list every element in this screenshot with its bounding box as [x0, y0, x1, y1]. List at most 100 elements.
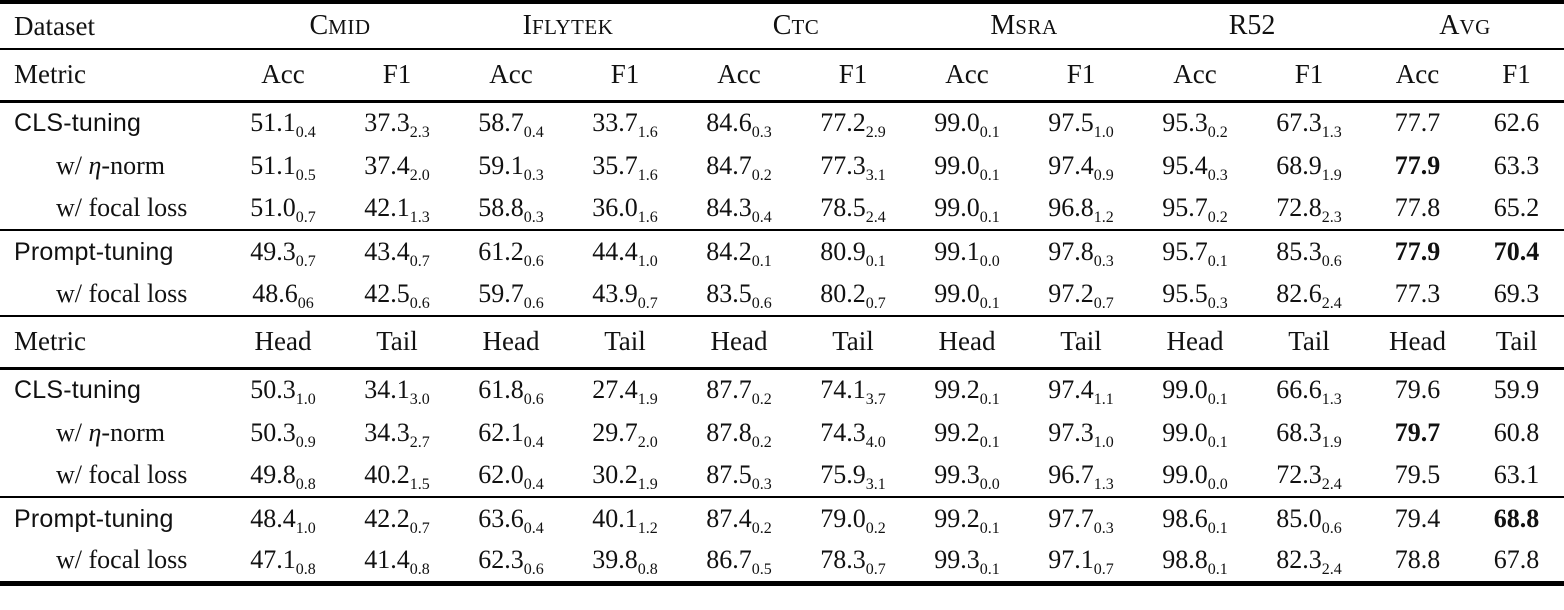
- metric-value: 34.1: [364, 375, 410, 405]
- metric-header-row-1: Metric Head Tail Head Tail Head Tail Head Tail He…: [0, 316, 1564, 368]
- std-dev-subscript: 1.0: [1093, 433, 1114, 451]
- std-dev-subscript: 0.2: [751, 520, 772, 537]
- data-cell: 79.7: [1366, 411, 1469, 454]
- table-row: w/ focal loss 51.00.7 42.11.3 58.80.3 36.01.…: [0, 187, 1564, 230]
- data-cell: 49.80.8: [226, 454, 340, 497]
- dataset-name-4: R52: [1228, 10, 1276, 41]
- std-dev-subscript: 0.2: [751, 433, 772, 451]
- data-cell: 29.72.0: [568, 411, 682, 454]
- metric-value: 95.5: [1162, 279, 1208, 308]
- metric-value: 99.0: [934, 193, 980, 222]
- metric-value: 97.8: [1048, 237, 1094, 266]
- data-cell: 67.8: [1469, 540, 1564, 583]
- metric-col-header: F1: [382, 59, 412, 90]
- metric-value: 42.1: [364, 193, 410, 222]
- data-cell: 59.9: [1469, 368, 1564, 411]
- data-cell: 74.34.0: [796, 411, 910, 454]
- std-dev-subscript: 0.1: [1207, 433, 1228, 451]
- data-cell: 63.60.4: [454, 497, 568, 540]
- data-cell: 95.50.3: [1138, 273, 1252, 316]
- table-row: CLS-tuning 50.31.0 34.13.0 61.80.6 27.41.9 87…: [0, 368, 1564, 411]
- eta-symbol: η: [88, 150, 102, 180]
- std-dev-subscript: 0.7: [1093, 561, 1114, 579]
- std-dev-subscript: 0.2: [1207, 209, 1228, 226]
- metric-value: 68.3: [1276, 417, 1322, 447]
- data-cell: 99.00.1: [1138, 411, 1252, 454]
- metric-value: 75.9: [820, 460, 866, 489]
- table-row: w/ η-norm 51.10.5 37.42.0 59.10.3 35.71.6 84.…: [0, 144, 1564, 187]
- data-cell: 97.80.3: [1024, 230, 1138, 273]
- std-dev-subscript: 0.1: [1207, 561, 1228, 579]
- std-dev-subscript: 0.1: [1207, 253, 1228, 270]
- metric-col-header: Head: [938, 326, 996, 357]
- data-cell: 77.7: [1366, 101, 1469, 144]
- std-dev-subscript: 0.6: [1321, 253, 1342, 270]
- std-dev-subscript: 0.1: [751, 253, 772, 270]
- metric-value: 79.6: [1394, 375, 1441, 405]
- table-row: w/ focal loss 47.10.8 41.40.8 62.30.6 39.80.…: [0, 540, 1564, 583]
- metric-col-header: Head: [1389, 326, 1447, 357]
- std-dev-subscript: 1.5: [409, 476, 430, 493]
- metric-value: 77.2: [820, 108, 866, 138]
- metric-value: 83.5: [706, 279, 752, 308]
- metric-value: 58.8: [478, 193, 524, 222]
- table-row: Prompt-tuning 49.30.7 43.40.7 61.20.6 44.41.…: [0, 230, 1564, 273]
- data-cell: 50.30.9: [226, 411, 340, 454]
- metric-value: 99.0: [934, 279, 980, 308]
- row-label: CLS-tuning: [14, 375, 142, 404]
- std-dev-subscript: 2.0: [637, 433, 658, 451]
- metric-value: 44.4: [592, 237, 638, 266]
- std-dev-subscript: 0.4: [523, 433, 544, 451]
- data-cell: 63.1: [1469, 454, 1564, 497]
- metric-col-header: Tail: [376, 326, 418, 357]
- data-cell: 42.20.7: [340, 497, 454, 540]
- row-label: CLS-tuning: [14, 108, 142, 137]
- eta-symbol: η: [88, 417, 102, 447]
- metric-value: 77.7: [1394, 108, 1441, 138]
- std-dev-subscript: 0.8: [637, 561, 658, 579]
- metric-value: 63.1: [1493, 460, 1540, 489]
- metric-value: 72.8: [1276, 193, 1322, 222]
- metric-value: 74.1: [820, 375, 866, 405]
- data-cell: 78.52.4: [796, 187, 910, 230]
- metric-col-header: Head: [1166, 326, 1224, 357]
- metric-value: 51.1: [250, 150, 296, 180]
- data-cell: 80.20.7: [796, 273, 910, 316]
- data-cell: 43.40.7: [340, 230, 454, 273]
- dataset-header-label: Dataset: [14, 10, 95, 41]
- data-cell: 87.70.2: [682, 368, 796, 411]
- data-cell: 80.90.1: [796, 230, 910, 273]
- metric-value: 97.5: [1048, 108, 1094, 138]
- metric-value: 99.0: [934, 150, 980, 180]
- std-dev-subscript: 0.6: [523, 295, 544, 312]
- metric-col-header: F1: [610, 59, 640, 90]
- data-cell: 48.606: [226, 273, 340, 316]
- metric-col-header: Acc: [1173, 59, 1217, 90]
- metric-value: 48.6: [252, 279, 298, 308]
- data-cell: 70.4: [1469, 230, 1564, 273]
- dataset-header-row: Dataset CMID IFLYTEK CTC MSRA R52 AVG: [0, 2, 1564, 49]
- data-cell: 78.8: [1366, 540, 1469, 583]
- data-cell: 97.40.9: [1024, 144, 1138, 187]
- data-cell: 75.93.1: [796, 454, 910, 497]
- metric-col-header: Tail: [1060, 326, 1102, 357]
- data-cell: 97.20.7: [1024, 273, 1138, 316]
- metric-col-header: Acc: [261, 59, 305, 90]
- data-cell: 68.91.9: [1252, 144, 1366, 187]
- std-dev-subscript: 2.3: [1321, 209, 1342, 226]
- metric-value: 99.0: [1162, 460, 1208, 489]
- data-cell: 99.00.1: [910, 187, 1024, 230]
- metric-value: 80.9: [820, 237, 866, 266]
- std-dev-subscript: 0.1: [1207, 520, 1228, 537]
- data-cell: 84.60.3: [682, 101, 796, 144]
- data-cell: 37.32.3: [340, 101, 454, 144]
- std-dev-subscript: 06: [297, 295, 314, 312]
- metric-value: 50.3: [250, 417, 296, 447]
- std-dev-subscript: 2.0: [409, 166, 430, 184]
- metric-value: 85.3: [1276, 237, 1322, 266]
- metric-value: 61.8: [478, 375, 524, 405]
- data-cell: 96.81.2: [1024, 187, 1138, 230]
- dataset-name-0: CMID: [309, 10, 371, 41]
- std-dev-subscript: 2.4: [1321, 476, 1342, 493]
- std-dev-subscript: 0.9: [1093, 166, 1114, 184]
